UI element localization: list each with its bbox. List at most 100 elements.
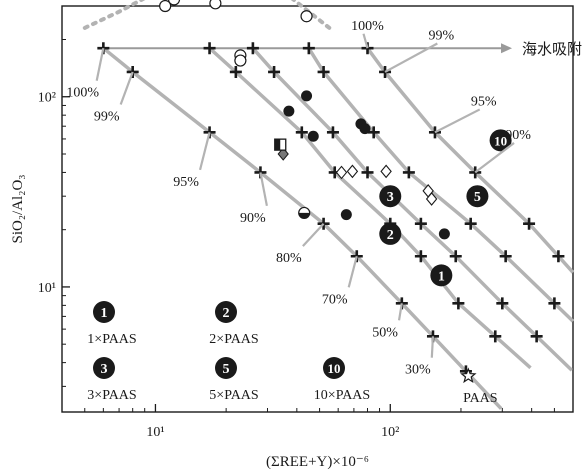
cross-marker bbox=[428, 126, 441, 139]
leader-line bbox=[474, 142, 515, 174]
cross-marker bbox=[496, 297, 509, 310]
line-label: 100% bbox=[351, 19, 384, 34]
line-label: 80% bbox=[276, 251, 302, 266]
legend-1-badge-text: 1 bbox=[101, 306, 108, 321]
legend-5-label: 5×PAAS bbox=[209, 388, 258, 403]
line-label: 50% bbox=[372, 325, 398, 340]
cross-marker bbox=[268, 65, 281, 78]
cross-marker bbox=[464, 217, 477, 230]
anchor-2-marker-text: 2 bbox=[387, 228, 394, 243]
seawater-arrowhead bbox=[501, 43, 513, 54]
open-circle-point bbox=[209, 0, 222, 10]
x-tick-label: 10² bbox=[381, 425, 399, 440]
cross-marker bbox=[499, 250, 512, 263]
cross-marker bbox=[552, 250, 565, 263]
legend-10-badge-text: 10 bbox=[328, 361, 341, 376]
paas-label: PAAS bbox=[463, 391, 498, 406]
cross-marker bbox=[530, 330, 543, 343]
legend-1-badge bbox=[93, 301, 115, 323]
leader-line bbox=[362, 33, 369, 49]
legend-2-badge bbox=[215, 301, 237, 323]
cross-marker bbox=[361, 166, 374, 179]
line-labels: 海水吸附 100% 99% 95% 90% 80% 70% 50% 30% 100% 99% 95% 9… bbox=[66, 19, 582, 406]
line-label: 95% bbox=[173, 175, 199, 190]
cross-marker bbox=[317, 65, 330, 78]
cross-marker bbox=[367, 126, 380, 139]
leader-line bbox=[198, 132, 211, 171]
line-label: 99% bbox=[429, 28, 455, 43]
leader-line bbox=[95, 47, 105, 81]
cross-marker bbox=[402, 166, 415, 179]
anchor-3-marker bbox=[379, 185, 402, 208]
line-label: 100% bbox=[66, 86, 99, 101]
x-axis-label: (ΣREE+Y)×10⁻⁶ bbox=[266, 454, 369, 470]
y-axis-label: SiO₂/Al₂O₃ bbox=[10, 174, 26, 243]
y-tick-label: 10² bbox=[38, 91, 56, 106]
axes: 10¹ 10² 10¹ 10² (ΣREE+Y)×10⁻⁶ SiO₂/Al₂O₃ bbox=[10, 5, 555, 470]
cross-marker bbox=[452, 297, 465, 310]
line-label: 70% bbox=[322, 292, 348, 307]
filled-circle-point bbox=[359, 123, 371, 135]
x-tick-label: 10¹ bbox=[146, 425, 164, 440]
anchor-10-marker bbox=[489, 129, 512, 152]
leader-line bbox=[259, 172, 268, 207]
y-tick-label: 10¹ bbox=[38, 281, 56, 296]
anchor-2-marker bbox=[379, 222, 402, 245]
open-diamond-point bbox=[346, 164, 359, 179]
cross-marker bbox=[414, 217, 427, 230]
legend-2-badge-text: 2 bbox=[223, 306, 230, 321]
legend-3-badge bbox=[93, 357, 115, 379]
open-circle-point bbox=[300, 10, 313, 23]
leader-line bbox=[347, 255, 358, 288]
open-circle-point bbox=[167, 0, 181, 6]
mixing-lines bbox=[82, 0, 575, 410]
anchor-10-marker-text: 10 bbox=[494, 133, 507, 148]
line-label: 90% bbox=[240, 211, 266, 226]
anchor-5-marker-text: 5 bbox=[474, 190, 481, 205]
leader-line bbox=[119, 71, 134, 105]
half-circle-fill bbox=[298, 212, 310, 219]
cross-marker bbox=[302, 42, 315, 55]
legend-5-badge-text: 5 bbox=[223, 362, 230, 377]
line-label: 99% bbox=[94, 110, 120, 125]
line-label: 95% bbox=[471, 94, 497, 109]
open-diamond-point bbox=[425, 192, 438, 206]
open-diamond-point bbox=[335, 165, 348, 180]
line-label: 30% bbox=[405, 363, 431, 378]
cross-marker bbox=[489, 330, 502, 343]
legend-3-label: 3×PAAS bbox=[87, 388, 136, 403]
legend-1-label: 1×PAAS bbox=[87, 332, 136, 347]
half-square-fill bbox=[274, 139, 281, 151]
paas-star-point bbox=[460, 367, 477, 384]
cross-marker bbox=[326, 126, 339, 139]
data-points: 1 2 3 5 10 bbox=[159, 0, 512, 384]
legend-3-badge-text: 3 bbox=[101, 362, 108, 377]
filled-circle-point bbox=[438, 228, 450, 240]
open-circle-point bbox=[159, 0, 172, 13]
cross-marker bbox=[523, 217, 536, 230]
leader-line bbox=[302, 222, 325, 247]
cross-marker bbox=[246, 42, 259, 55]
filled-circle-point bbox=[301, 90, 313, 102]
leader-line bbox=[397, 303, 403, 321]
seawater-label: 海水吸附 bbox=[522, 41, 582, 58]
open-circle-point bbox=[234, 54, 247, 67]
cross-marker bbox=[295, 126, 308, 139]
cross-marker bbox=[414, 250, 427, 263]
legend: 1 1×PAAS 2 2×PAAS 3 3×PAAS 5 5×PAAS 10 10×PAAS bbox=[87, 301, 370, 403]
open-diamond-point bbox=[380, 164, 392, 179]
leader-line bbox=[434, 108, 481, 134]
line-label: 90% bbox=[505, 128, 531, 143]
legend-2-label: 2×PAAS bbox=[209, 332, 258, 347]
filled-circle-point bbox=[340, 209, 352, 221]
anchor-1-marker bbox=[430, 264, 453, 287]
cross-marker bbox=[548, 297, 561, 310]
anchor-3-marker-text: 3 bbox=[387, 190, 394, 205]
anchor-1-marker-text: 1 bbox=[438, 269, 445, 284]
filled-diamond-point bbox=[277, 147, 289, 161]
plot-frame bbox=[61, 5, 574, 413]
legend-5-badge bbox=[215, 357, 237, 379]
anchor-5-marker bbox=[466, 185, 489, 208]
cross-marker bbox=[449, 250, 462, 263]
